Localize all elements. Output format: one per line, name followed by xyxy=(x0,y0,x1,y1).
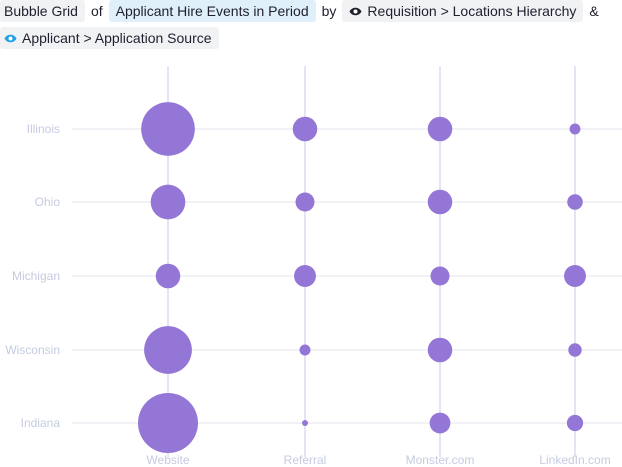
y-tick-label: Indiana xyxy=(21,416,61,430)
bubble-wisconsin-website[interactable] xyxy=(144,326,192,374)
bubble-grid-chart: Illinois Ohio Michigan Wisconsin Indiana Webs… xyxy=(5,66,622,467)
and-label: & xyxy=(589,3,599,19)
bubble-indiana-website[interactable] xyxy=(138,393,198,453)
bubble-ohio-referral[interactable] xyxy=(295,192,315,212)
bubble-michigan-linkedin-com[interactable] xyxy=(564,265,586,287)
dimension-1-pill[interactable]: Requisition > Locations Hierarchy xyxy=(342,0,584,22)
bubble-illinois-website[interactable] xyxy=(141,102,195,156)
bubble-ohio-linkedin-com[interactable] xyxy=(567,194,583,210)
y-tick-label: Ohio xyxy=(35,195,61,209)
y-tick-label: Michigan xyxy=(12,269,60,283)
chart-type-pill[interactable]: Bubble Grid xyxy=(0,0,85,22)
query-row-2: Applicant > Application Source xyxy=(0,27,219,49)
dimension-2-pill[interactable]: Applicant > Application Source xyxy=(0,27,219,49)
query-bar: Bubble Grid of Applicant Hire Events in … xyxy=(0,0,622,52)
eye-icon[interactable] xyxy=(4,34,17,43)
of-label: of xyxy=(90,3,103,19)
bubble-ohio-monster-com[interactable] xyxy=(427,189,453,215)
bubble-illinois-monster-com[interactable] xyxy=(427,116,453,142)
bubble-illinois-linkedin-com[interactable] xyxy=(569,123,581,135)
measure-label: Applicant Hire Events in Period xyxy=(115,3,309,19)
x-tick-label: Referral xyxy=(284,453,327,467)
bubble-michigan-website[interactable] xyxy=(155,263,181,289)
bubble-wisconsin-linkedin-com[interactable] xyxy=(568,343,582,357)
dimension-2-label: Applicant > Application Source xyxy=(22,30,212,46)
y-tick-label: Illinois xyxy=(27,122,60,136)
dimension-1-label: Requisition > Locations Hierarchy xyxy=(367,3,577,19)
x-tick-label: Monster.com xyxy=(406,453,475,467)
eye-icon[interactable] xyxy=(349,7,362,16)
bubble-wisconsin-referral[interactable] xyxy=(299,344,311,356)
bubble-indiana-referral[interactable] xyxy=(302,420,308,426)
y-tick-label: Wisconsin xyxy=(5,343,60,357)
x-tick-label: Website xyxy=(146,453,189,467)
chart-type-label: Bubble Grid xyxy=(4,3,78,19)
bubble-indiana-linkedin-com[interactable] xyxy=(566,414,584,432)
bubble-ohio-website[interactable] xyxy=(150,184,186,220)
measure-pill[interactable]: Applicant Hire Events in Period xyxy=(108,0,316,22)
x-tick-label: LinkedIn.com xyxy=(539,453,610,467)
bubble-michigan-monster-com[interactable] xyxy=(430,266,450,286)
query-row-1: Bubble Grid of Applicant Hire Events in … xyxy=(0,0,605,22)
bubble-indiana-monster-com[interactable] xyxy=(429,412,451,434)
bubble-michigan-referral[interactable] xyxy=(294,265,316,287)
bubble-wisconsin-monster-com[interactable] xyxy=(427,337,453,363)
by-label: by xyxy=(321,3,337,19)
bubble-illinois-referral[interactable] xyxy=(292,116,318,142)
